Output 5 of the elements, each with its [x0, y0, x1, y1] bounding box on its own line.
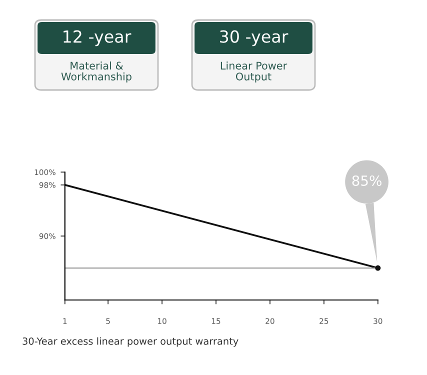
text: Material & Workmanship [61, 62, 132, 82]
text: 30-Year excess linear power output warranty [22, 337, 238, 347]
text: 30 -year [220, 30, 288, 46]
text: 12 -year [64, 30, 132, 46]
text: Linear Power Output [220, 62, 288, 82]
